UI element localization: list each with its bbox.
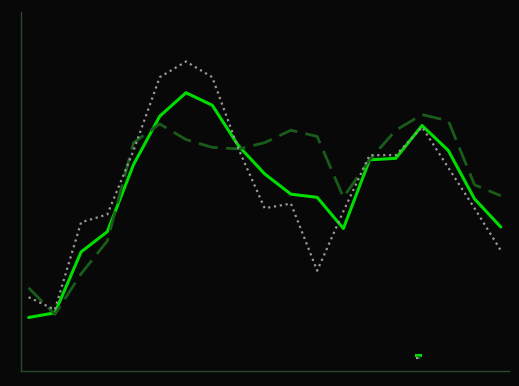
Legend: , , : , , [415,354,420,359]
